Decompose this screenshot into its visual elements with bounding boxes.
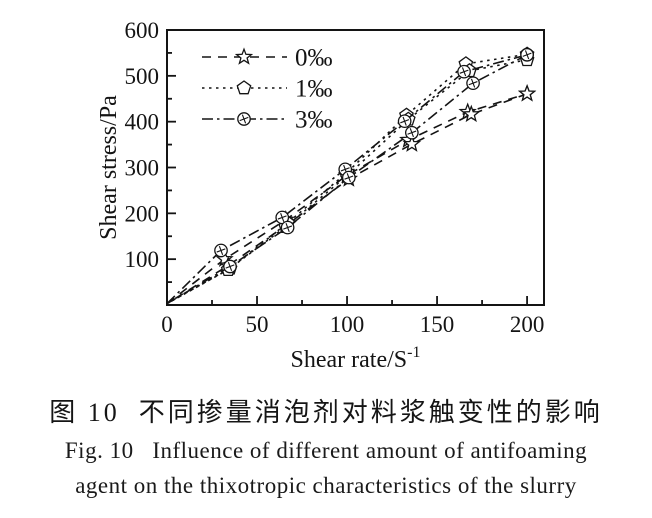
legend-label-1: 1‰ bbox=[295, 76, 333, 103]
circle-cross-inner bbox=[225, 262, 235, 271]
circle-cross-inner bbox=[468, 78, 478, 88]
y-tick-label: 600 bbox=[125, 18, 160, 43]
y-axis-label: Shear stress/Pa bbox=[96, 95, 122, 240]
x-tick-label: 0 bbox=[161, 312, 173, 337]
legend-label-0: 0‰ bbox=[295, 45, 333, 72]
chart-svg: 0 50 100 150 200 100 200 300 400 500 600 Shear stre… bbox=[96, 18, 545, 373]
legend-label-2: 3‰ bbox=[295, 107, 333, 134]
y-tick-label: 200 bbox=[125, 201, 160, 226]
circle-cross-inner bbox=[277, 212, 287, 222]
circle-cross-inner bbox=[407, 128, 417, 138]
x-tick-label: 200 bbox=[510, 312, 545, 337]
axis-ticks bbox=[166, 29, 528, 305]
x-tick-label: 100 bbox=[330, 312, 365, 337]
star-marker bbox=[517, 84, 537, 102]
star-marker bbox=[402, 134, 422, 152]
y-tick-label: 300 bbox=[125, 156, 160, 181]
circle-cross-inner bbox=[216, 245, 226, 255]
star-marker bbox=[462, 104, 481, 123]
y-tick-label: 400 bbox=[125, 110, 160, 135]
thixotropy-chart: 0 50 100 150 200 100 200 300 400 500 600 Shear stre… bbox=[96, 18, 545, 373]
x-tick-label: 50 bbox=[246, 312, 269, 337]
caption-english-line2: agent on the thixotropic characteristics… bbox=[75, 473, 577, 498]
star-marker bbox=[234, 47, 254, 65]
circle-cross-inner bbox=[344, 173, 354, 183]
caption-chinese: 图 10 不同掺量消泡剂对料浆触变性的影响 bbox=[49, 398, 603, 427]
circle-cross-inner bbox=[522, 50, 532, 60]
x-axis-label: Shear rate/S-1 bbox=[291, 344, 421, 373]
circle-cross-inner bbox=[459, 67, 469, 77]
y-tick-label: 500 bbox=[125, 64, 160, 89]
figure-caption: 图 10 不同掺量消泡剂对料浆触变性的影响 Fig. 10 Influence … bbox=[0, 392, 652, 499]
caption-english-line1: Fig. 10 Influence of different amount of… bbox=[64, 438, 588, 463]
circle-cross-inner bbox=[283, 223, 293, 233]
series-2 bbox=[166, 47, 534, 305]
x-tick-label: 150 bbox=[420, 312, 455, 337]
y-tick-label: 100 bbox=[125, 247, 160, 272]
legend: 0‰ 1‰ 3‰ bbox=[202, 45, 333, 134]
pentagon-marker bbox=[236, 80, 252, 95]
circle-cross-inner bbox=[400, 116, 410, 126]
circle-cross-inner bbox=[239, 114, 249, 124]
